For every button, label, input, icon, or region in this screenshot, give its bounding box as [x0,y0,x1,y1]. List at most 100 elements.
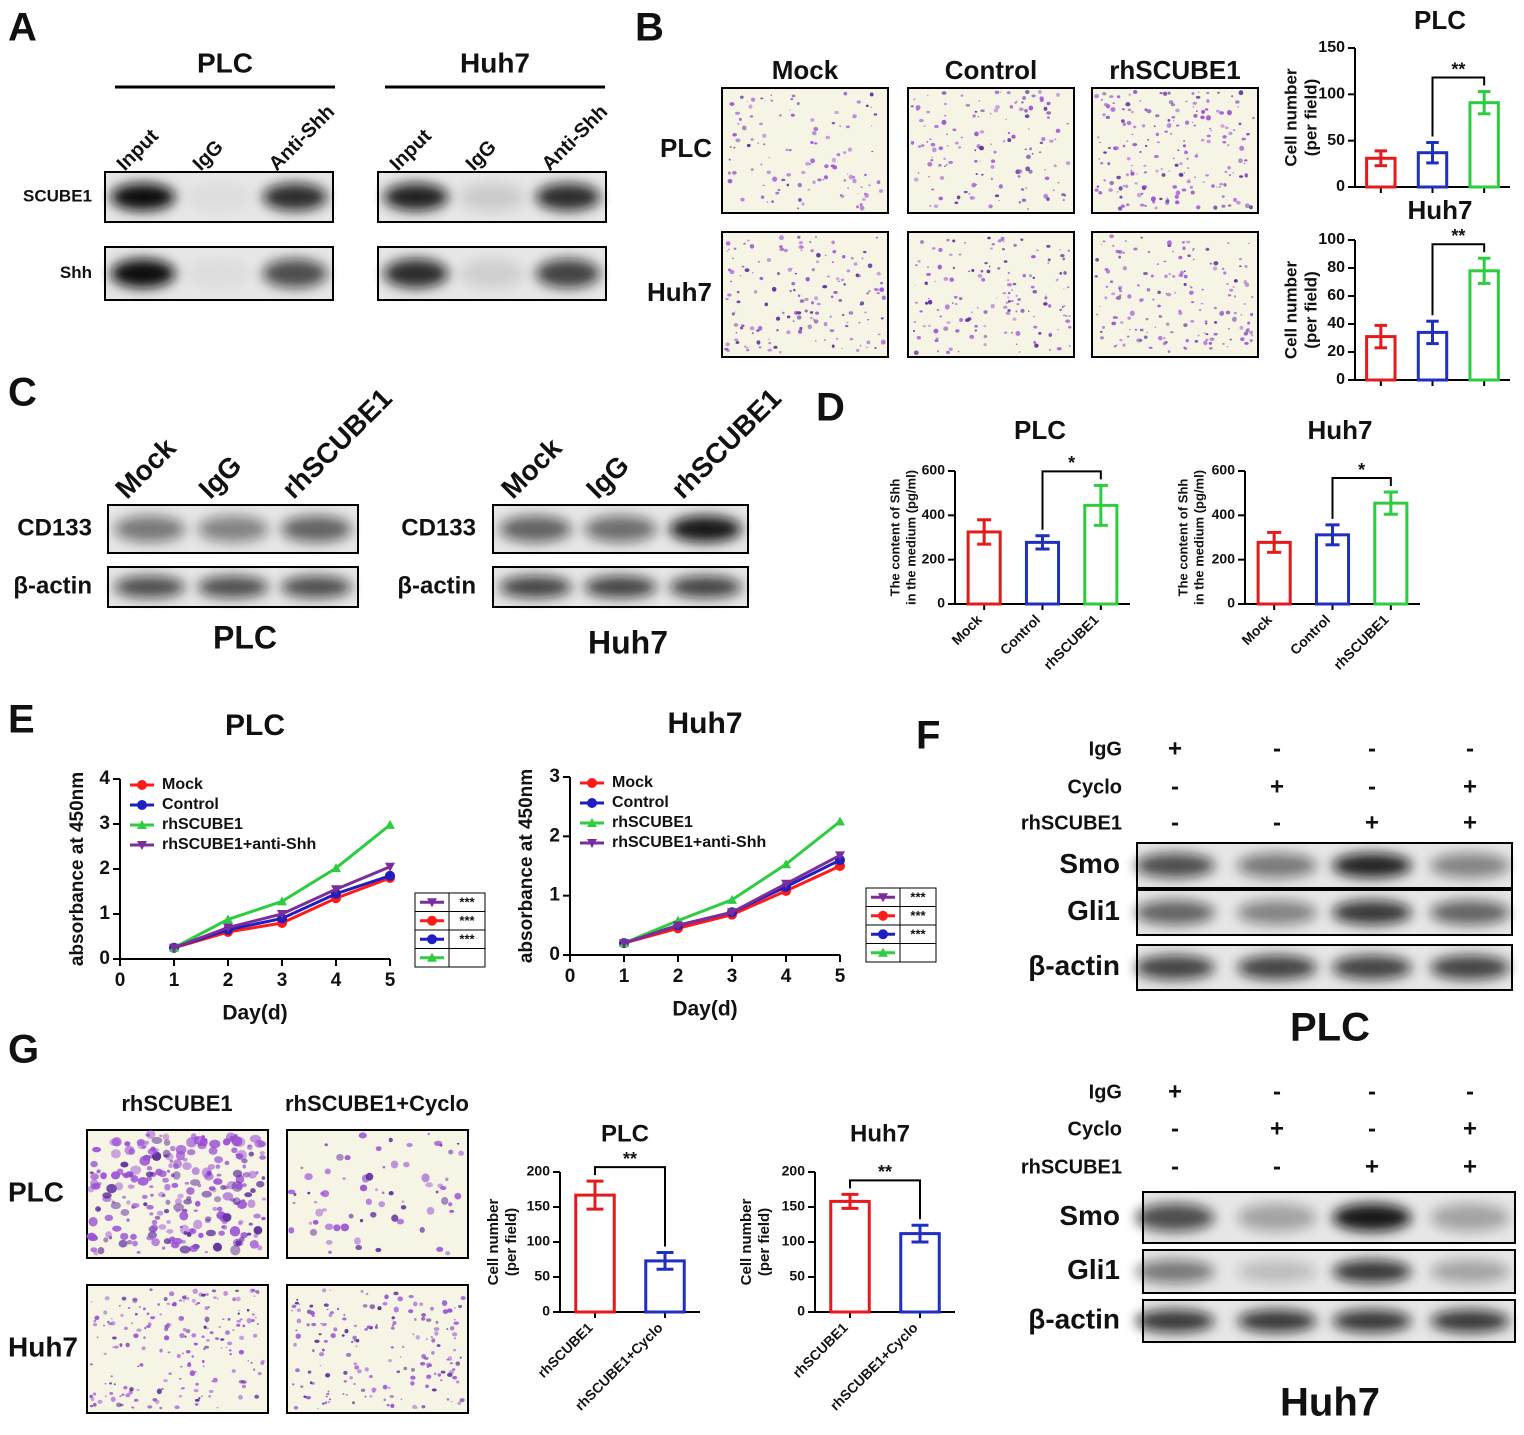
cell [811,268,815,272]
cell [1250,341,1253,343]
cell [1126,203,1130,207]
cell [365,1198,372,1205]
y-tick-label: 80 [1327,259,1345,276]
cell [459,1356,462,1359]
cell [1240,314,1243,316]
cell [1245,329,1249,333]
cell [1201,288,1204,291]
cell [448,1202,453,1207]
cell [1154,326,1157,328]
cell [1147,250,1151,254]
cell [141,1145,147,1149]
cell [259,1151,265,1156]
marker [427,952,437,962]
cell [944,304,950,310]
cell [319,1365,322,1367]
cell [159,1348,163,1353]
panel-letter: D [816,386,845,430]
cell [388,1191,394,1196]
cell [241,1199,246,1203]
cell [246,1308,250,1312]
table-label: *** [459,913,475,928]
cell [206,1339,210,1342]
cell [248,1170,257,1179]
cell [179,1333,185,1339]
x-tick-label: 1 [169,970,180,991]
cell [727,248,731,251]
cell [1184,120,1190,125]
row-label: SCUBE1 [23,186,92,205]
cell [1109,95,1114,99]
cell [946,238,950,242]
cell [308,1221,313,1225]
cell [1144,144,1148,148]
cell [179,1377,182,1380]
cell [1120,204,1125,208]
cell [877,333,881,336]
band [1135,900,1215,925]
cell [126,1218,130,1222]
cell [359,1184,368,1192]
cell [922,325,927,328]
cell [727,171,731,175]
cell [794,272,798,275]
cell [437,1373,442,1377]
cell [879,287,885,292]
cell [181,1352,185,1355]
cell [172,1171,181,1180]
cell [1226,345,1229,348]
cell [383,1398,386,1402]
cell [124,1145,135,1155]
cell [766,201,769,203]
cell [1178,172,1184,177]
band [459,258,525,289]
cell [822,285,828,289]
cell [437,1183,444,1189]
cell [878,189,883,193]
cell [244,1192,253,1198]
cell [1044,176,1050,181]
cell [831,121,836,125]
cell [927,299,933,305]
cell [369,1395,373,1398]
lane-label: Anti-Shh [265,101,339,175]
cell [934,124,939,129]
cell [1227,294,1232,297]
cell [844,324,849,328]
cell [1143,164,1147,167]
cell [939,315,943,318]
cell [93,1402,97,1407]
cell [1227,328,1231,330]
cell [1016,302,1020,306]
bar [1024,540,1061,606]
cell [181,1295,187,1300]
cell [946,133,948,136]
cell [381,1191,385,1194]
cell [1061,306,1064,308]
band [197,576,269,598]
bar [574,1193,616,1314]
y-tick-label: 4 [99,768,110,789]
cell [241,1183,247,1188]
cell [824,254,827,257]
cell [232,1329,235,1331]
cell [164,1324,170,1329]
cell [120,1208,130,1216]
cell [323,1303,329,1307]
cell [1109,280,1114,284]
cell [382,1301,388,1306]
chart-title: PLC [1414,5,1466,35]
cell [924,281,928,286]
cell [223,1290,229,1296]
cell [92,1323,98,1327]
table-label: *** [910,927,926,942]
cell [1038,331,1042,335]
cell [225,1347,228,1349]
cell [172,1159,182,1169]
cell [1043,302,1048,306]
cell [1102,113,1106,117]
cell [172,1301,177,1306]
cell [167,1351,171,1354]
cell [421,1316,426,1321]
cell [1197,334,1200,337]
